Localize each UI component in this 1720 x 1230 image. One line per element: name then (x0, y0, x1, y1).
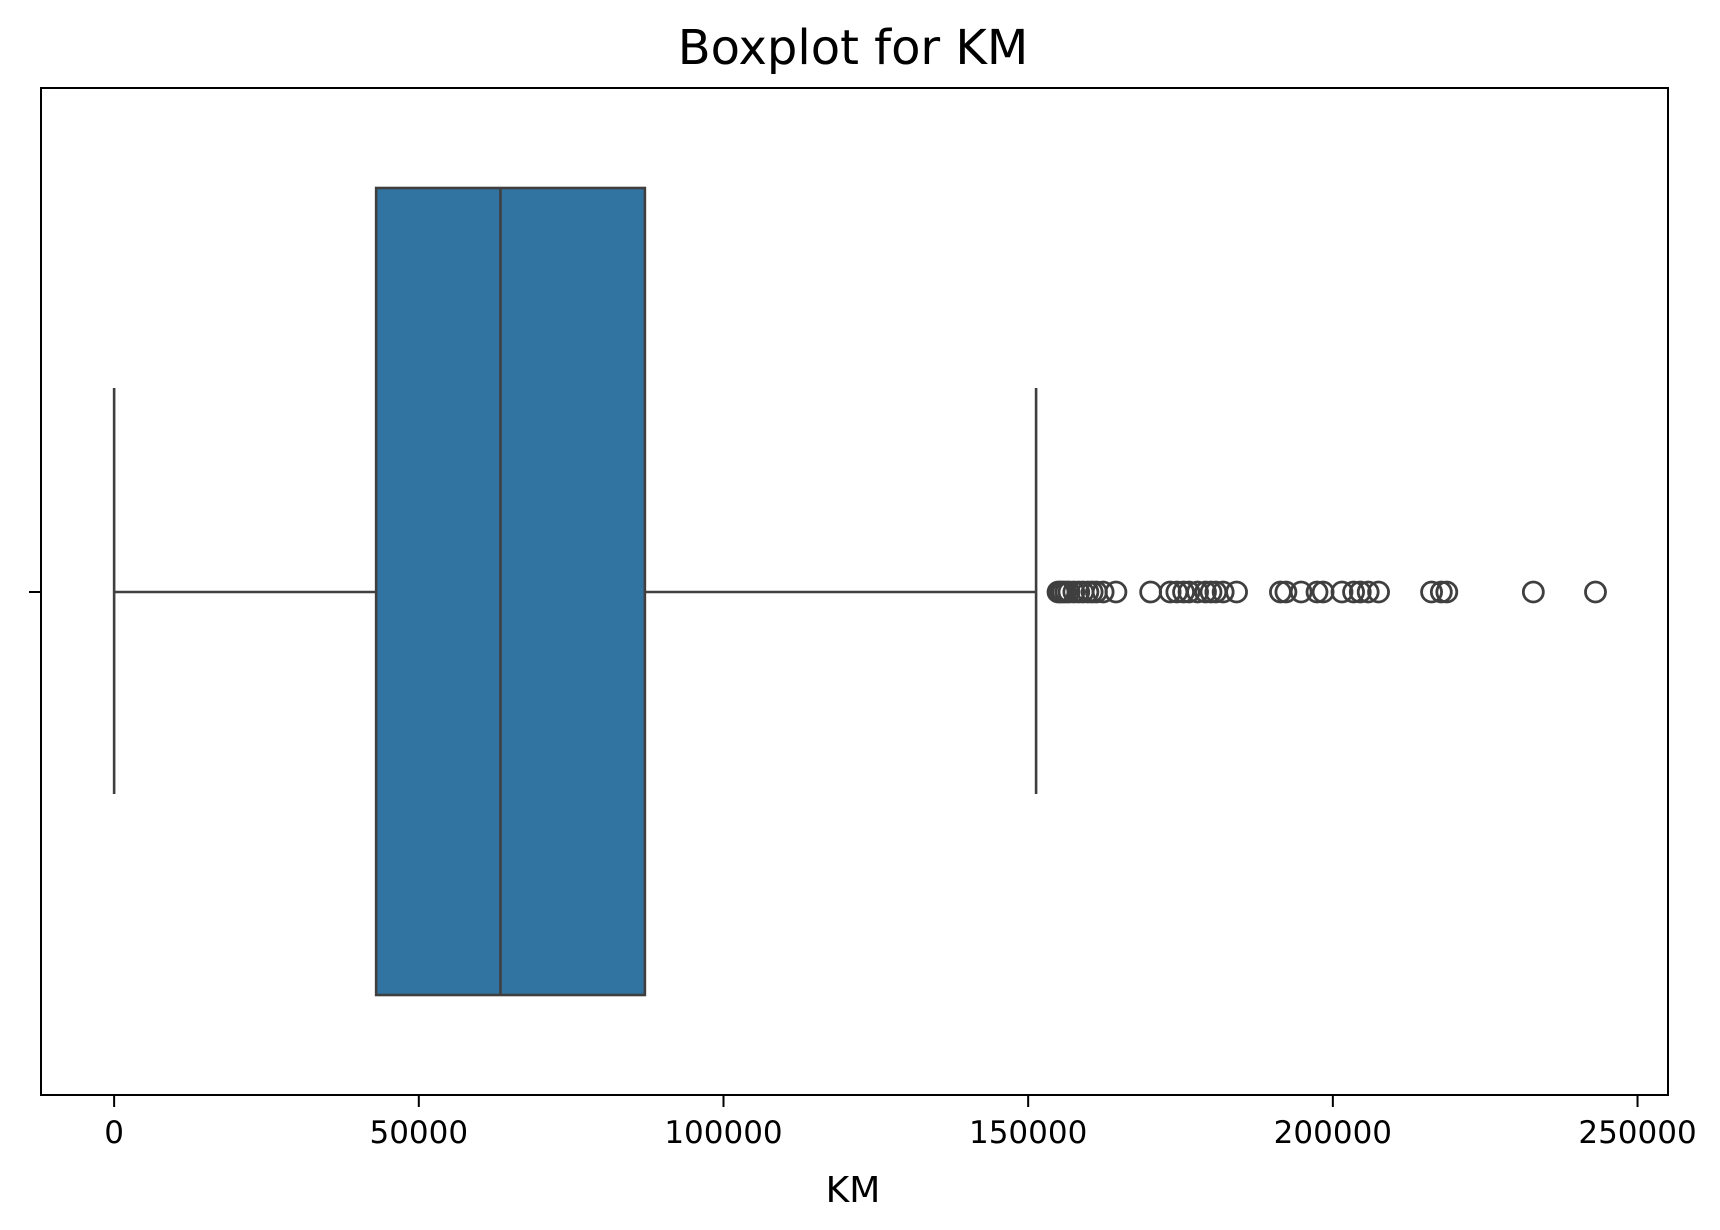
outlier-point (1356, 580, 1380, 604)
outlier-point (1584, 580, 1607, 604)
outlier-point (1225, 580, 1248, 604)
outlier-point (1274, 580, 1298, 604)
chart-title: Boxplot for KM (678, 20, 1029, 76)
outlier-point (1186, 580, 1209, 604)
x-tick-label: 250000 (1578, 1115, 1696, 1151)
outlier-point (1172, 580, 1195, 604)
outlier-point (1177, 580, 1201, 604)
outlier-point (1342, 580, 1365, 604)
outlier-point (1194, 580, 1217, 604)
outlier-point (1091, 580, 1115, 604)
outlier-point (1348, 580, 1372, 604)
x-tick-label: 50000 (369, 1115, 468, 1151)
outlier-point (1104, 580, 1128, 604)
outlier-point (1289, 580, 1313, 604)
outlier-point (1521, 580, 1545, 604)
x-axis: 0 50000 100000 150000 200000 250000 (29, 87, 1697, 1151)
x-tick-label: 100000 (664, 1115, 782, 1151)
outlier-point (1139, 580, 1163, 604)
x-axis-label: KM (826, 1170, 881, 1211)
x-tick-label: 200000 (1274, 1115, 1392, 1151)
outlier-point (1435, 580, 1459, 604)
x-tick-label: 0 (104, 1115, 124, 1151)
outlier-point (1211, 580, 1235, 604)
plot-area (112, 186, 1607, 997)
outlier-point (1305, 580, 1329, 604)
iqr-box (374, 186, 647, 997)
outlier-point (1420, 580, 1443, 604)
outlier-point (1429, 580, 1453, 604)
outlier-point (1330, 580, 1354, 604)
outlier-point (1367, 580, 1390, 604)
x-tick-label: 150000 (969, 1115, 1087, 1151)
